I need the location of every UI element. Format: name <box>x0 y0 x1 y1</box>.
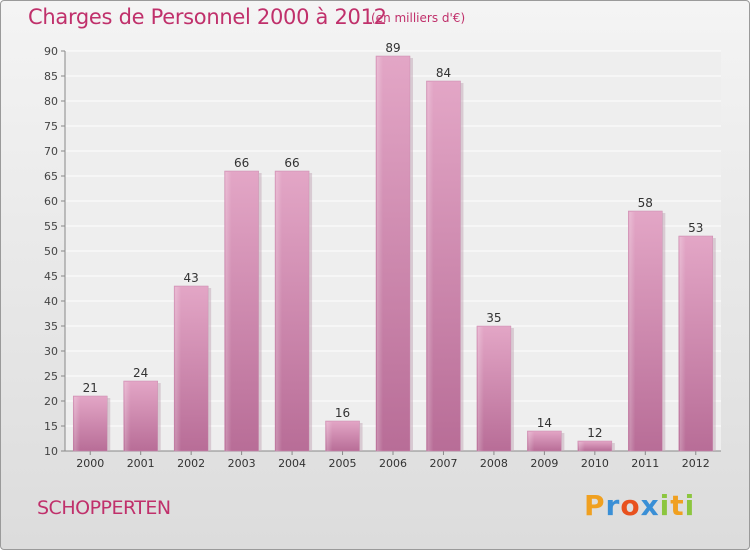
logo-letter: t <box>670 489 685 522</box>
logo-letter: i <box>684 489 696 522</box>
bar-highlight <box>477 327 484 451</box>
bar-highlight <box>124 382 131 451</box>
commune-name: SCHOPPERTEN <box>37 497 171 519</box>
bar-shadow <box>561 433 565 451</box>
y-tick-label: 40 <box>44 295 58 308</box>
y-tick-label: 45 <box>44 270 58 283</box>
data-label: 16 <box>335 406 350 420</box>
data-label: 12 <box>587 426 602 440</box>
logo-letter: P <box>584 489 606 522</box>
data-label: 14 <box>537 416 552 430</box>
data-label: 66 <box>234 156 249 170</box>
bar-shadow <box>309 173 313 451</box>
logo-letter: r <box>605 489 621 522</box>
logo-letter: x <box>640 489 660 522</box>
y-tick-label: 25 <box>44 370 58 383</box>
data-label: 53 <box>688 221 703 235</box>
x-tick-label: 2007 <box>429 457 457 470</box>
x-tick-label: 2010 <box>581 457 609 470</box>
x-tick-label: 2002 <box>177 457 205 470</box>
x-tick-label: 2003 <box>228 457 256 470</box>
bar-shadow <box>712 238 716 451</box>
bar-shadow <box>208 288 212 451</box>
x-tick-label: 2011 <box>631 457 659 470</box>
chart-title: Charges de Personnel 2000 à 2012 <box>28 5 387 29</box>
bar-highlight <box>578 442 585 451</box>
y-tick-label: 65 <box>44 170 58 183</box>
y-tick-label: 30 <box>44 345 58 358</box>
data-label: 43 <box>184 271 199 285</box>
bar-highlight <box>175 287 182 451</box>
bar-highlight <box>377 57 383 451</box>
y-tick-label: 55 <box>44 220 58 233</box>
x-tick-label: 2009 <box>530 457 558 470</box>
x-tick-label: 2004 <box>278 457 306 470</box>
y-tick-label: 80 <box>44 95 58 108</box>
data-label: 58 <box>638 196 653 210</box>
x-tick-label: 2005 <box>329 457 357 470</box>
bar-highlight <box>225 172 232 451</box>
bar-shadow <box>157 383 161 451</box>
bar-highlight <box>679 237 686 451</box>
bar-shadow <box>611 443 615 451</box>
data-label: 24 <box>133 366 148 380</box>
y-tick-label: 60 <box>44 195 58 208</box>
y-tick-label: 85 <box>44 70 58 83</box>
data-label: 84 <box>436 66 451 80</box>
x-tick-label: 2012 <box>682 457 710 470</box>
bar-highlight <box>629 212 636 451</box>
x-tick-label: 2001 <box>127 457 155 470</box>
y-tick-label: 10 <box>44 445 58 458</box>
data-label: 66 <box>284 156 299 170</box>
bar-highlight <box>528 432 535 451</box>
y-tick-label: 75 <box>44 120 58 133</box>
bar-highlight <box>326 422 333 451</box>
bar-highlight <box>276 172 283 451</box>
bar-highlight <box>427 82 434 451</box>
bar-shadow <box>107 398 111 451</box>
y-tick-label: 90 <box>44 45 58 58</box>
bar-shadow <box>258 173 262 451</box>
y-tick-label: 70 <box>44 145 58 158</box>
bar-shadow <box>460 83 464 451</box>
data-label: 35 <box>486 311 501 325</box>
chart-unit-note: (en milliers d'€) <box>371 11 466 25</box>
bar-highlight <box>74 397 81 451</box>
data-label: 21 <box>83 381 98 395</box>
bar-shadow <box>510 328 514 451</box>
data-label: 89 <box>385 41 400 55</box>
bar-shadow <box>662 213 666 451</box>
logo-letter: i <box>659 489 671 522</box>
x-tick-label: 2006 <box>379 457 407 470</box>
bar-shadow <box>410 58 413 451</box>
x-tick-label: 2008 <box>480 457 508 470</box>
bar-shadow <box>359 423 363 451</box>
y-tick-label: 35 <box>44 320 58 333</box>
y-tick-label: 20 <box>44 395 58 408</box>
x-tick-label: 2000 <box>76 457 104 470</box>
proxiti-logo: Proxiti <box>584 489 695 522</box>
y-tick-label: 50 <box>44 245 58 258</box>
logo-letter: o <box>620 489 641 522</box>
y-tick-label: 15 <box>44 420 58 433</box>
